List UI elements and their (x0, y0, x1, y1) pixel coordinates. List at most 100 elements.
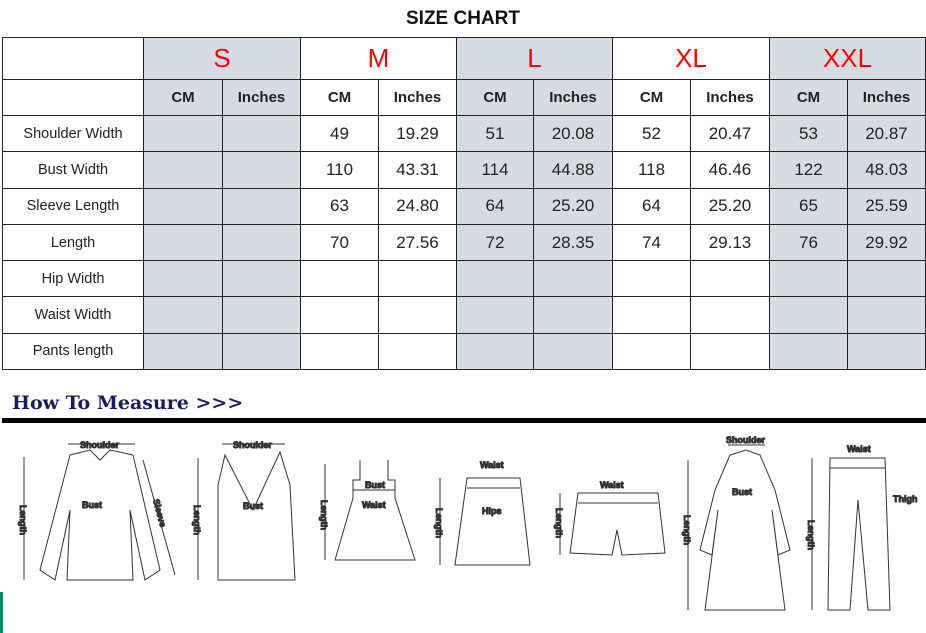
table-cell: 25.59 (847, 187, 926, 225)
table-row: Sleeve Length 63 24.80 64 25.20 64 25.20 65 25.5… (2, 187, 926, 225)
unit-inches: Inches (222, 79, 301, 116)
coat-figure: Shoulder Bust Length (682, 435, 791, 611)
unit-inches: Inches (847, 79, 926, 116)
table-cell: 24.80 (378, 187, 457, 225)
row-label: Sleeve Length (2, 187, 144, 225)
table-cell: 51 (456, 114, 534, 153)
table-cell: 48.03 (847, 151, 926, 189)
table-cell (612, 296, 691, 334)
table-cell: 76 (769, 223, 848, 262)
table-cell (456, 260, 534, 298)
table-cell (378, 260, 457, 298)
table-cell: 74 (612, 223, 691, 262)
row-label: Bust Width (2, 151, 144, 189)
table-cell (222, 260, 301, 298)
size-chart-title: SIZE CHART (406, 8, 520, 29)
how-to-measure-heading: How To Measure >>> (12, 392, 244, 414)
length-label: Length (806, 520, 816, 550)
empty-corner (2, 37, 144, 80)
thigh-label: Thigh (893, 494, 918, 504)
unit-cm: CM (456, 79, 534, 116)
empty-corner (2, 79, 144, 116)
table-cell (143, 332, 223, 371)
table-cell: 44.88 (533, 151, 613, 189)
table-cell (143, 151, 223, 189)
table-cell (847, 296, 926, 334)
row-label: Pants length (2, 332, 144, 371)
bust-label: Bust (365, 480, 385, 490)
unit-cm: CM (300, 79, 379, 116)
table-cell: 65 (769, 187, 848, 225)
table-cell (769, 260, 848, 298)
row-label: Shoulder Width (2, 114, 144, 153)
size-chart-table: S M L XL XXL CM Inches CM Inches CM Inches CM I… (2, 37, 926, 371)
hips-label: Hips (482, 506, 502, 516)
table-cell: 49 (300, 114, 379, 153)
row-label: Hip Width (2, 260, 144, 298)
table-cell (847, 260, 926, 298)
table-cell (456, 296, 534, 334)
table-cell (300, 296, 379, 334)
table-cell: 64 (612, 187, 691, 225)
table-cell (143, 260, 223, 298)
table-cell (143, 187, 223, 225)
table-cell: 63 (300, 187, 379, 225)
table-cell (690, 296, 770, 334)
table-cell (300, 332, 379, 371)
size-header-row: S M L XL XXL (2, 37, 926, 80)
table-cell (222, 151, 301, 189)
measurement-illustrations: Shoulder Bust Sleeve Length Shoulder Bus… (18, 435, 918, 611)
skirt-figure: Waist Hips Length (434, 460, 531, 566)
bust-label: Bust (82, 500, 102, 510)
table-cell: 46.46 (690, 151, 770, 189)
table-cell (612, 332, 691, 371)
size-xxl: XXL (769, 37, 926, 80)
table-row: Waist Width (2, 296, 926, 334)
length-label: Length (434, 508, 444, 538)
table-cell (143, 114, 223, 153)
unit-inches: Inches (533, 79, 613, 116)
tank-figure: Shoulder Bust Length (192, 440, 296, 581)
table-row: Pants length (2, 332, 926, 371)
table-cell (378, 296, 457, 334)
size-m: M (300, 37, 457, 80)
table-cell (533, 332, 613, 371)
dress-figure: Bust Waist Length (319, 460, 416, 561)
table-row: Length 70 27.56 72 28.35 74 29.13 76 29.92 (2, 223, 926, 262)
edge-marker (0, 592, 3, 633)
table-cell: 29.92 (847, 223, 926, 262)
pants-figure: Waist Thigh Length (806, 444, 918, 611)
unit-cm: CM (143, 79, 223, 116)
length-label: Length (319, 500, 329, 530)
table-cell (378, 332, 457, 371)
shoulder-label: Shoulder (726, 435, 765, 445)
length-label: Length (554, 508, 564, 538)
waist-label: Waist (600, 480, 624, 490)
table-cell: 52 (612, 114, 691, 153)
table-cell: 70 (300, 223, 379, 262)
table-cell (222, 114, 301, 153)
table-cell (769, 332, 848, 371)
table-cell: 64 (456, 187, 534, 225)
table-cell (612, 260, 691, 298)
waist-label: Waist (362, 500, 386, 510)
unit-inches: Inches (378, 79, 457, 116)
table-cell: 53 (769, 114, 848, 153)
table-cell (143, 223, 223, 262)
table-cell (222, 332, 301, 371)
shoulder-label: Shoulder (233, 440, 272, 450)
shirt-figure: Shoulder Bust Sleeve Length (18, 440, 176, 581)
length-label: Length (192, 505, 202, 535)
table-cell: 118 (612, 151, 691, 189)
table-cell (690, 260, 770, 298)
unit-cm: CM (769, 79, 848, 116)
table-row: Hip Width (2, 260, 926, 298)
table-cell: 20.47 (690, 114, 770, 153)
table-cell: 28.35 (533, 223, 613, 262)
shoulder-label: Shoulder (80, 440, 119, 450)
size-l: L (456, 37, 613, 80)
table-row: Shoulder Width 49 19.29 51 20.08 52 20.47 53 20.… (2, 114, 926, 153)
table-row: Bust Width 110 43.31 114 44.88 118 46.46 122 48.… (2, 151, 926, 189)
bust-label: Bust (732, 487, 752, 497)
table-cell: 29.13 (690, 223, 770, 262)
